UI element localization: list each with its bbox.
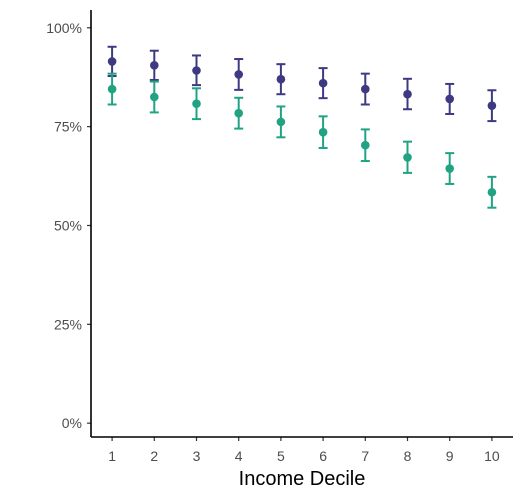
data-point [107,57,117,66]
data-point [445,164,455,173]
data-point [403,153,412,162]
x-tick-label: 1 [108,448,116,464]
x-tick-label: 2 [150,448,158,464]
data-point [318,78,328,88]
x-tick-label: 10 [484,448,500,464]
y-tick-label: 75% [54,119,82,135]
data-point [150,61,159,70]
y-tick-label: 0% [62,415,82,431]
x-tick-label: 5 [277,448,285,464]
series-2 [107,72,497,209]
x-tick-label: 3 [193,448,201,464]
y-tick-label: 100% [46,20,82,36]
data-point [361,84,370,94]
y-axis-ticks: 0% 25% 50% 75% 100% [46,20,91,431]
data-point [234,70,243,79]
data-point [487,101,497,110]
series-1 [107,45,497,123]
x-axis-title: Income Decile [239,468,366,490]
data-point [276,117,286,127]
x-tick-label: 6 [319,448,327,464]
data-point [487,187,497,197]
x-axis-ticks: 1 2 3 4 5 6 7 8 9 10 [108,437,500,464]
data-point [107,84,117,94]
y-tick-label: 25% [54,316,82,332]
plot-marks [107,45,497,209]
data-point [192,66,201,75]
x-tick-label: 9 [446,448,454,464]
x-tick-label: 4 [235,448,243,464]
x-tick-label: 7 [361,448,369,464]
x-tick-label: 8 [404,448,412,464]
data-point [150,92,159,102]
data-point [318,127,328,137]
data-point [276,74,286,84]
data-point [234,108,243,118]
data-point [361,140,370,150]
data-point [445,94,455,104]
data-point [403,89,412,99]
data-point [192,99,201,109]
y-tick-label: 50% [54,217,82,233]
